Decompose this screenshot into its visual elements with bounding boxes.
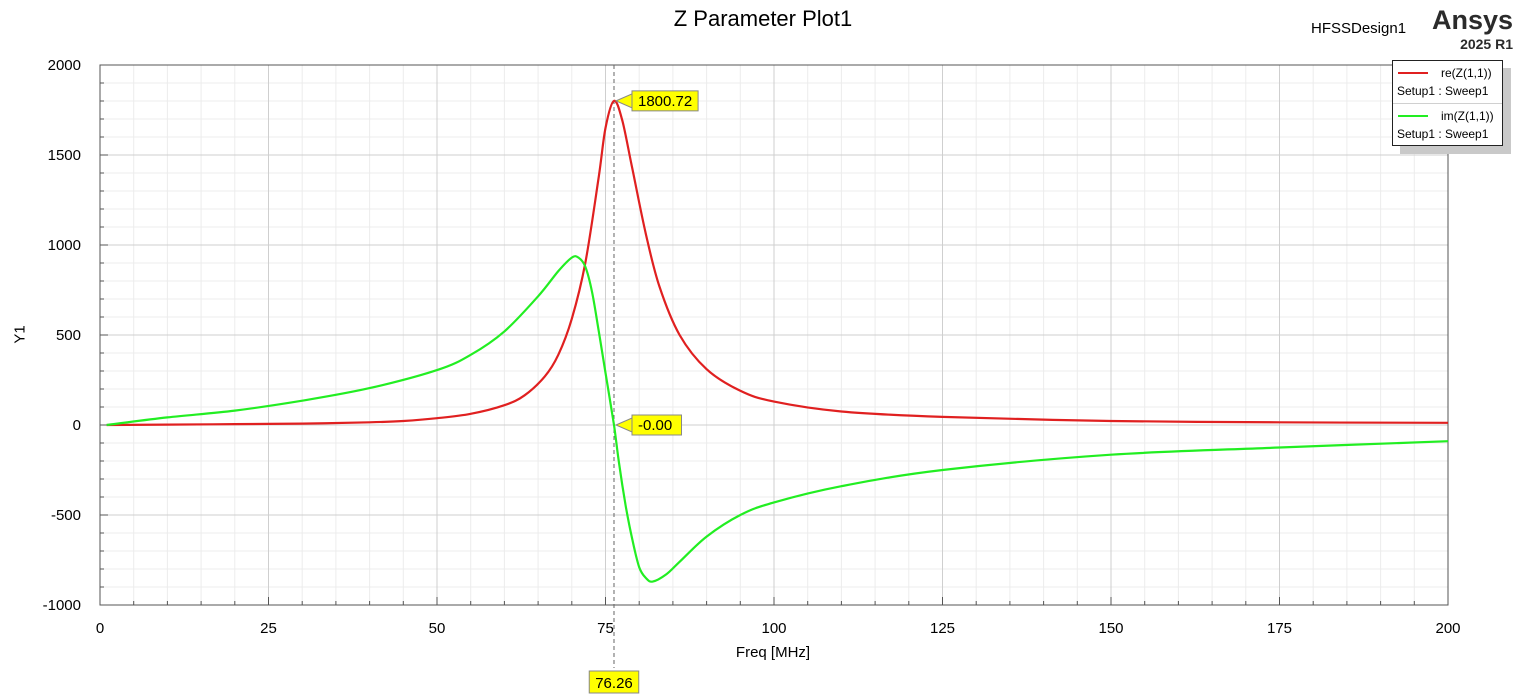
x-tick-label: 100 — [761, 620, 786, 637]
y-tick-label: 1500 — [48, 147, 81, 164]
legend-series-name: im(Z(1,1)) — [1441, 109, 1494, 123]
x-axis-label: Freq [MHz] — [735, 644, 811, 661]
x-tick-label: 0 — [96, 620, 104, 637]
legend[interactable]: re(Z(1,1)) Setup1 : Sweep1 im(Z(1,1)) Se… — [1392, 60, 1503, 146]
legend-swatch-im — [1398, 115, 1428, 117]
marker-callout-box[interactable] — [631, 90, 699, 112]
y-tick-label: -1000 — [43, 597, 81, 614]
brand-version: 2025 R1 — [1460, 36, 1513, 52]
legend-series-name: re(Z(1,1)) — [1441, 66, 1492, 80]
marker-callout-box[interactable] — [631, 414, 682, 436]
x-tick-label: 175 — [1267, 620, 1292, 637]
y-tick-label: 500 — [56, 327, 81, 344]
y-axis-label: Y1 — [11, 325, 29, 344]
y-tick-label: 0 — [73, 417, 81, 434]
x-tick-label: 50 — [429, 620, 446, 637]
x-marker-callout-box[interactable] — [588, 670, 640, 694]
legend-entry-im[interactable]: im(Z(1,1)) Setup1 : Sweep1 — [1393, 103, 1502, 146]
y-tick-label: -500 — [51, 507, 81, 524]
x-tick-label: 150 — [1098, 620, 1123, 637]
y-tick-label: 1000 — [48, 237, 81, 254]
legend-entry-re[interactable]: re(Z(1,1)) Setup1 : Sweep1 — [1393, 61, 1502, 103]
x-tick-label: 25 — [260, 620, 277, 637]
x-tick-label: 125 — [930, 620, 955, 637]
x-tick-label: 75 — [597, 620, 614, 637]
brand-logo: Ansys — [1431, 5, 1513, 35]
legend-series-sweep: Setup1 : Sweep1 — [1397, 84, 1489, 98]
plot-title: Z Parameter Plot1 — [673, 6, 853, 31]
marker-value-label: 1800.72 — [638, 93, 692, 110]
marker-pointer — [614, 417, 633, 433]
series-layer — [106, 99, 1449, 583]
major-grid — [99, 64, 1449, 606]
y-tick-label: 2000 — [48, 57, 81, 74]
x-marker-value-label: 76.26 — [595, 675, 633, 692]
design-name: HFSSDesign1 — [1311, 20, 1407, 37]
axis-ticks — [99, 64, 1449, 606]
series-line-im-z11[interactable] — [106, 255, 1449, 583]
legend-swatch-re — [1398, 72, 1428, 74]
axis-tick-labels: 0 25 50 75 100 125 150 175 200 -1000 -500 0 500 1000 1… — [43, 57, 1461, 637]
x-tick-label: 200 — [1435, 620, 1460, 637]
series-line-re-z11[interactable] — [106, 99, 1449, 427]
marker-value-label: -0.00 — [638, 417, 672, 434]
marker-layer: 1800.72 -0.00 76.26 — [588, 90, 699, 694]
legend-series-sweep: Setup1 : Sweep1 — [1397, 127, 1489, 141]
